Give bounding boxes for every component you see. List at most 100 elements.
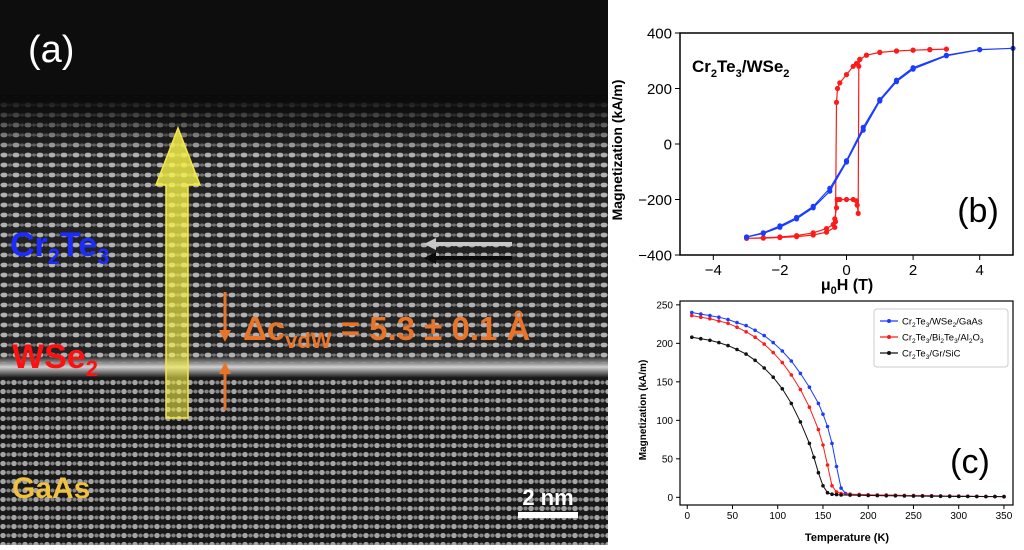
x-tick-label: 300 [950, 511, 967, 522]
x-tick-label: 150 [815, 511, 832, 522]
data-point [825, 490, 830, 495]
data-point [938, 494, 943, 499]
data-point [833, 99, 840, 105]
data-point [699, 315, 703, 319]
x-tick-label: 250 [905, 511, 922, 522]
legend-item: Cr2Te3/Gr/SiC [880, 349, 961, 362]
x-tick-label: −4 [705, 262, 722, 279]
series-2 [744, 45, 1016, 240]
data-point [744, 234, 750, 240]
data-point [834, 490, 839, 494]
gaas-lattice [0, 378, 608, 545]
data-point [789, 401, 794, 406]
data-point [771, 340, 775, 345]
data-point [848, 493, 852, 497]
data-point [798, 420, 803, 424]
data-point [726, 343, 730, 348]
data-point [753, 328, 757, 333]
data-point [744, 352, 748, 356]
y-tick-label: 0 [667, 493, 673, 504]
direction-arrows [424, 238, 512, 264]
data-point [690, 310, 694, 315]
x-tick-label: −2 [771, 262, 788, 279]
data-point [837, 196, 843, 203]
data-point [735, 325, 739, 329]
temperature-chart: 0 50 100 150 200 250 300 350 0 50 100 150 200 250 Cr2… [608, 295, 1024, 545]
y-tick-label: 200 [656, 339, 673, 350]
data-point [830, 441, 834, 446]
data-point [717, 319, 721, 323]
data-point [798, 387, 803, 392]
data-point [762, 366, 766, 370]
x-tick-label: 50 [727, 511, 739, 522]
data-point [929, 494, 934, 498]
y-tick-label: −200 [638, 192, 672, 209]
data-point [832, 219, 839, 225]
data-point [834, 464, 839, 469]
data-point [816, 401, 821, 406]
data-point [1002, 494, 1006, 499]
data-point [993, 494, 997, 499]
data-point [823, 226, 830, 232]
y-tick-label: 0 [664, 136, 672, 153]
data-point [984, 494, 988, 499]
data-point [866, 493, 870, 498]
data-point [690, 313, 694, 318]
data-point [821, 484, 825, 488]
data-point [789, 359, 794, 363]
data-point [771, 375, 775, 379]
data-point [760, 235, 766, 241]
data-point [827, 188, 833, 194]
data-point [816, 427, 821, 432]
data-point [854, 202, 860, 208]
data-point [893, 48, 900, 54]
legend-marker [887, 335, 891, 339]
data-point [735, 320, 739, 325]
series-3 [690, 335, 1006, 499]
x-tick-label: 100 [769, 511, 786, 522]
y-tick-label: 150 [656, 377, 673, 388]
legend-label: Cr2Te3/Gr/SiC [902, 349, 961, 362]
y-tick-label: −400 [638, 247, 672, 264]
data-point [893, 79, 900, 85]
series-1 [744, 46, 949, 241]
data-point [839, 493, 843, 497]
data-point [843, 159, 850, 165]
data-point [821, 443, 825, 447]
hysteresis-chart: −4 −2 0 2 4 −400 −200 0 200 400 Cr2Te3/WSe2 (b) μ… [608, 0, 1024, 297]
legend-marker [887, 351, 891, 355]
data-point [884, 494, 889, 498]
data-point [762, 333, 766, 338]
data-point [825, 463, 830, 467]
legend: Cr2Te3/WSe2/GaAs Cr2Te3/Bi2Te3/Al2O3 Cr2Te… [873, 308, 1009, 368]
x-axis-label-c: Temperature (K) [805, 532, 889, 544]
data-point [690, 335, 694, 339]
data-point [717, 340, 721, 345]
x-tick-label: 2 [909, 262, 917, 279]
legend-item: Cr2Te3/WSe2/GaAs [880, 317, 983, 329]
x-axis-label-b: μ0H (T) [821, 277, 873, 295]
data-point [798, 371, 803, 376]
data-point [830, 492, 834, 496]
data-point [966, 494, 970, 499]
y-tick-label: 100 [656, 416, 673, 427]
data-point [843, 72, 850, 78]
data-point [833, 205, 840, 211]
data-point [850, 63, 856, 69]
legend-box [873, 308, 1009, 368]
data-point [943, 53, 949, 59]
data-point [735, 347, 739, 352]
data-point [762, 342, 766, 346]
data-point [823, 229, 830, 235]
plot-frame [679, 300, 1014, 506]
data-point [699, 312, 703, 316]
data-point [744, 323, 748, 328]
data-point [893, 494, 898, 498]
data-point [810, 232, 816, 238]
data-point [810, 205, 816, 211]
gap-arrows [219, 292, 231, 410]
stem-image: (a) Cr2Te3 WSe2 GaAs ΔcvdW = 5.3 ± 0.1 Å… [0, 0, 608, 545]
x-tick-label: 0 [842, 262, 850, 279]
data-point [834, 492, 839, 497]
x-tick-label: 0 [684, 511, 690, 522]
